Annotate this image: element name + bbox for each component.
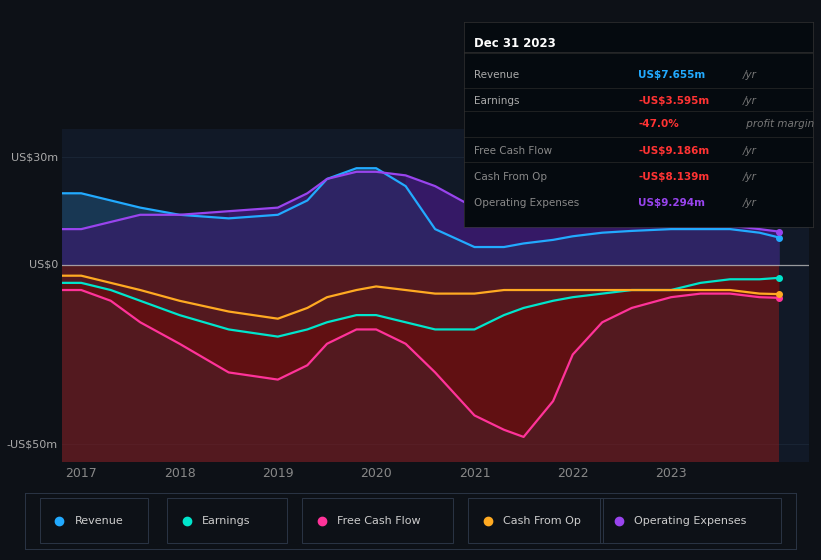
Text: Free Cash Flow: Free Cash Flow (337, 516, 421, 526)
Text: Cash From Op: Cash From Op (503, 516, 581, 526)
Text: -47.0%: -47.0% (639, 119, 679, 129)
Text: /yr: /yr (743, 198, 757, 208)
Text: /yr: /yr (743, 69, 757, 80)
Text: Earnings: Earnings (202, 516, 250, 526)
Text: US$0: US$0 (29, 260, 57, 270)
Text: /yr: /yr (743, 146, 757, 156)
Text: Cash From Op: Cash From Op (475, 172, 548, 182)
Text: US$7.655m: US$7.655m (639, 69, 705, 80)
Text: Free Cash Flow: Free Cash Flow (475, 146, 553, 156)
Text: profit margin: profit margin (743, 119, 814, 129)
Text: Operating Expenses: Operating Expenses (635, 516, 746, 526)
Text: Operating Expenses: Operating Expenses (475, 198, 580, 208)
Text: Earnings: Earnings (475, 96, 520, 106)
Text: US$30m: US$30m (11, 152, 57, 162)
Text: US$9.294m: US$9.294m (639, 198, 705, 208)
Text: /yr: /yr (743, 96, 757, 106)
Text: -US$50m: -US$50m (7, 439, 57, 449)
Text: /yr: /yr (743, 172, 757, 182)
Text: Revenue: Revenue (75, 516, 123, 526)
Text: -US$3.595m: -US$3.595m (639, 96, 709, 106)
Text: Revenue: Revenue (475, 69, 520, 80)
Text: -US$9.186m: -US$9.186m (639, 146, 709, 156)
Text: Dec 31 2023: Dec 31 2023 (475, 37, 556, 50)
Text: -US$8.139m: -US$8.139m (639, 172, 709, 182)
